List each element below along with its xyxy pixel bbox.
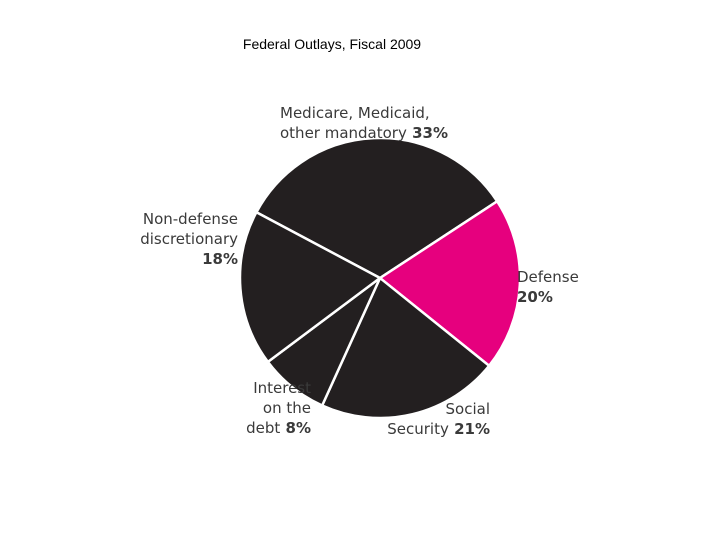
pie-slice-1 bbox=[378, 200, 522, 367]
slice-label-line: debt 8% bbox=[246, 419, 311, 437]
slice-label-line: discretionary bbox=[140, 230, 238, 248]
slice-label-line: Security 21% bbox=[387, 420, 490, 438]
slice-percent: 21% bbox=[449, 420, 490, 438]
slice-label-line: Defense bbox=[517, 268, 579, 286]
chart-title: Federal Outlays, Fiscal 2009 bbox=[242, 36, 422, 52]
slice-label-line: Interest bbox=[253, 379, 311, 397]
slice-label-line: Non-defense bbox=[143, 210, 238, 228]
slice-label-2: Social Security 21% bbox=[387, 400, 490, 438]
slice-label-1: Defense 20% bbox=[517, 268, 579, 306]
pie-slice-2 bbox=[320, 276, 491, 420]
slice-label-line: Social bbox=[446, 400, 490, 418]
slice-label-4: Non-defense discretionary 18% bbox=[140, 210, 238, 268]
slice-label-3: Interest on the debt 8% bbox=[246, 379, 311, 437]
slice-label-line: on the bbox=[263, 399, 311, 417]
slice-label-line: Medicare, Medicaid, bbox=[280, 104, 430, 122]
slice-percent: 20% bbox=[517, 288, 553, 306]
slice-percent: 33% bbox=[407, 124, 448, 142]
pie-slice-4 bbox=[238, 211, 382, 364]
slice-label-line: other mandatory 33% bbox=[280, 124, 448, 142]
slice-label-0: Medicare, Medicaid, other mandatory 33% bbox=[280, 104, 448, 142]
slice-percent: 18% bbox=[202, 250, 238, 268]
slice-percent: 8% bbox=[280, 419, 311, 437]
